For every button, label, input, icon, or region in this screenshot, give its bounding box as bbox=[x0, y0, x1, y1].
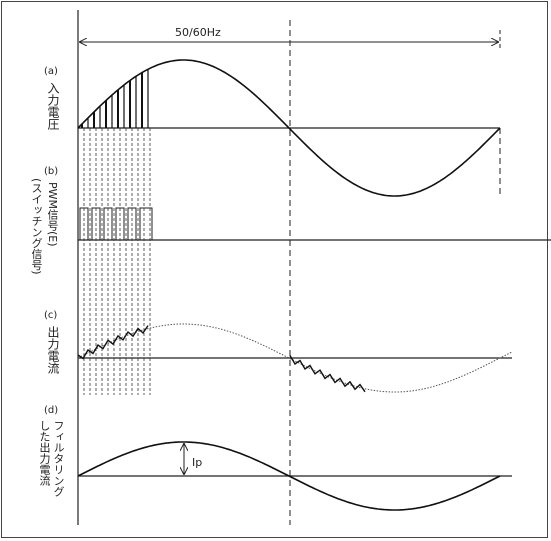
output-current-dotted bbox=[77, 323, 513, 393]
panel-a-tag: (a) bbox=[44, 66, 58, 77]
panel-d-label-line2: した出力電流 bbox=[38, 420, 51, 486]
pwm-sampling-bars-a bbox=[81, 69, 149, 128]
panel-d-tag: (d) bbox=[44, 405, 59, 416]
pwm-pulse-train bbox=[78, 207, 153, 241]
panel-c-label: 出力電流 bbox=[46, 326, 60, 374]
panel-b-label-line2: (スイッチング信号) bbox=[30, 178, 43, 275]
panel-d-label-line1: フィルタリング bbox=[52, 420, 65, 497]
panel-b-label-line1: PWM信号(E) bbox=[46, 182, 59, 247]
frequency-label: 50/60Hz bbox=[175, 26, 221, 39]
sample-guide-lines bbox=[83, 128, 151, 395]
panel-c-tag: (c) bbox=[44, 310, 58, 321]
output-current-ripple-neg bbox=[289, 355, 366, 393]
output-current-ripple bbox=[77, 325, 149, 360]
filtered-current-sine bbox=[77, 441, 501, 511]
input-voltage-sine bbox=[77, 59, 501, 197]
panel-b-tag: (b) bbox=[44, 166, 59, 177]
panel-a-label: 入力電圧 bbox=[46, 82, 60, 130]
peak-label: Ip bbox=[192, 456, 202, 469]
